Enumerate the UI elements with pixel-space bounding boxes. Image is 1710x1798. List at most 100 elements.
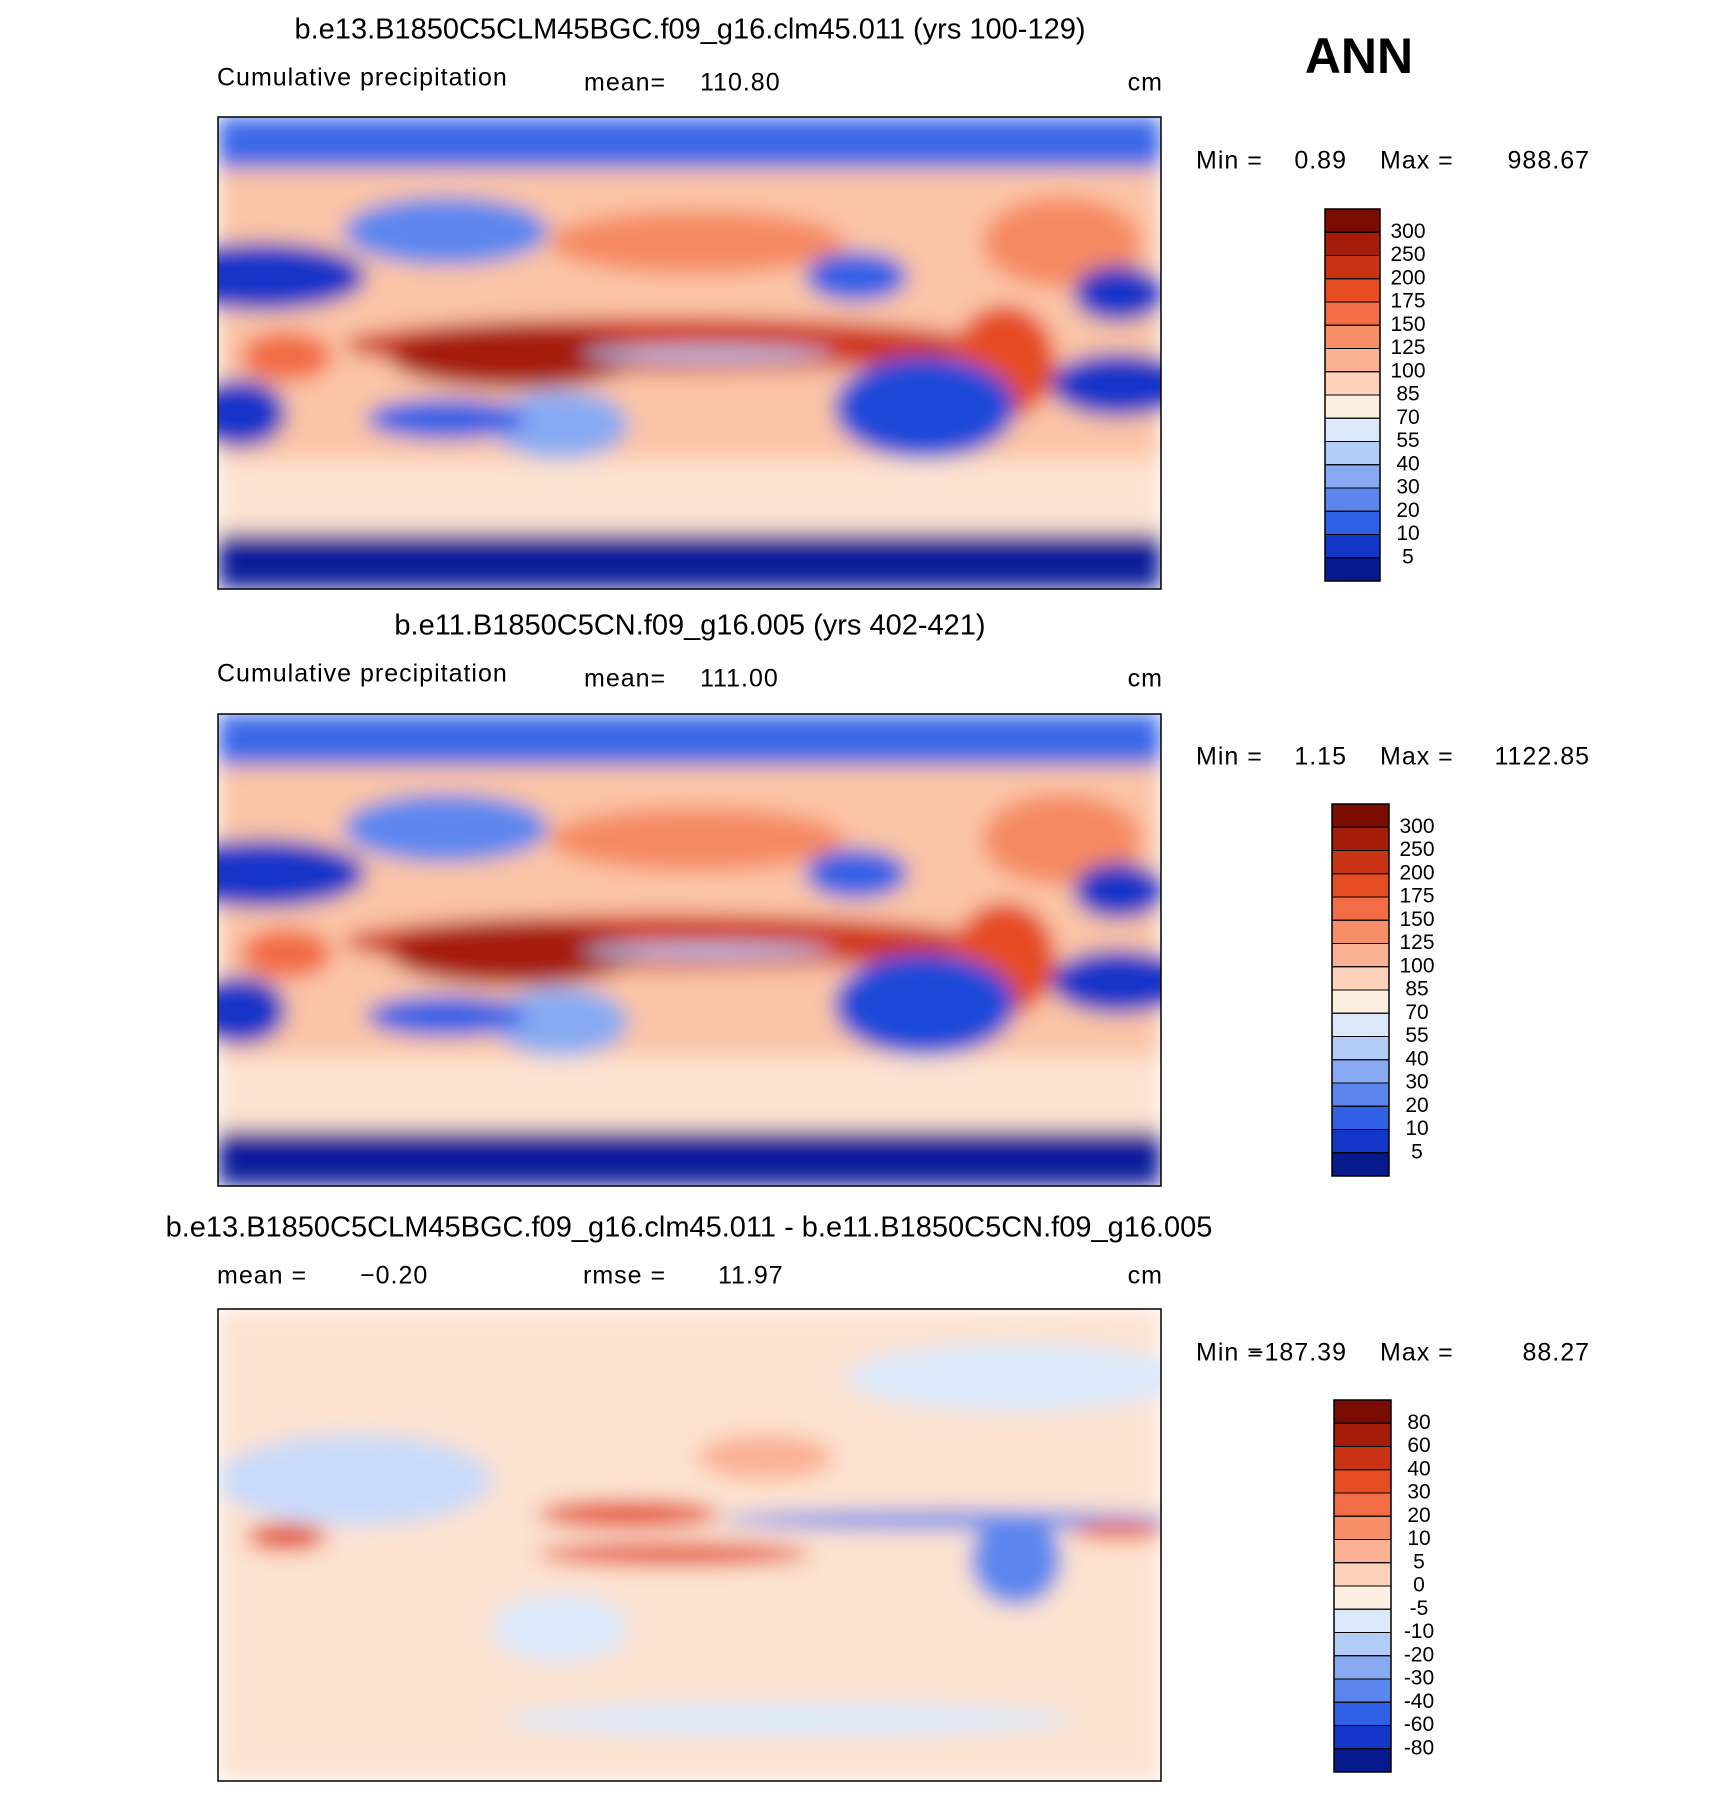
field-patch — [503, 1702, 1074, 1737]
colorbar-swatch — [1331, 826, 1390, 851]
rmse-value: 11.97 — [718, 1262, 784, 1290]
season-title: ANN — [1305, 28, 1413, 84]
colorbar-label: -30 — [1404, 1667, 1434, 1690]
colorbar-swatch — [1331, 850, 1390, 875]
mean-label: mean = — [217, 1262, 307, 1290]
colorbar-swatch — [1333, 1701, 1392, 1726]
field-patch — [537, 1542, 811, 1566]
colorbar-swatch — [1331, 919, 1390, 944]
colorbar-label: 200 — [1390, 266, 1425, 289]
colorbar-label: 30 — [1396, 476, 1419, 499]
field-patch — [491, 390, 629, 460]
colorbar-swatch — [1331, 1036, 1390, 1061]
colorbar-label: 70 — [1396, 406, 1419, 429]
colorbar-swatch — [1331, 1012, 1390, 1037]
field-patch — [389, 324, 640, 389]
colorbar-frame — [1324, 208, 1381, 582]
colorbar-swatch — [1331, 1059, 1390, 1084]
colorbar-swatch — [1331, 1105, 1390, 1130]
colorbar-swatch — [1331, 943, 1390, 968]
colorbar-label: 20 — [1407, 1504, 1430, 1527]
field-patch — [218, 1130, 1161, 1186]
map — [218, 714, 1161, 1186]
colorbar-label: 300 — [1390, 220, 1425, 243]
map-frame — [217, 116, 1162, 590]
colorbar-swatch — [1333, 1399, 1392, 1424]
colorbar-swatch — [1324, 348, 1381, 373]
units: cm — [1128, 1262, 1163, 1290]
colorbar-label: 30 — [1405, 1071, 1428, 1094]
field-patch — [582, 347, 834, 361]
min-label: Min = — [1196, 147, 1263, 175]
field-patch — [218, 976, 287, 1045]
field-patch — [240, 928, 333, 979]
max-label: Max = — [1380, 147, 1454, 175]
max-label: Max = — [1380, 1339, 1454, 1367]
field-patch — [218, 533, 1161, 589]
mean-value: −0.20 — [360, 1262, 428, 1290]
field-patch — [970, 1514, 1062, 1606]
colorbar-label: 80 — [1407, 1411, 1430, 1434]
units: cm — [1128, 69, 1163, 97]
colorbar-label: 55 — [1405, 1024, 1428, 1047]
field-patch — [491, 987, 629, 1057]
max-value: 1122.85 — [1494, 743, 1590, 771]
colorbar-label: 40 — [1405, 1047, 1428, 1070]
max-label: Max = — [1380, 743, 1454, 771]
colorbar-label: 150 — [1399, 908, 1434, 931]
colorbar-swatch — [1331, 896, 1390, 921]
colorbar-swatch — [1324, 231, 1381, 256]
map-field — [218, 117, 1161, 589]
variable-label: Cumulative precipitation — [217, 64, 508, 92]
panel-title: b.e13.B1850C5CLM45BGC.f09_g16.clm45.011 … — [295, 14, 1086, 46]
colorbar-swatch — [1324, 324, 1381, 349]
field-patch — [218, 117, 1161, 169]
colorbar-swatch — [1324, 487, 1381, 512]
colorbar-label: -5 — [1410, 1597, 1429, 1620]
units: cm — [1128, 665, 1163, 693]
field-patch — [1050, 353, 1161, 417]
field-patch — [218, 1434, 492, 1526]
colorbar-swatch — [1331, 803, 1390, 828]
field-patch — [981, 793, 1142, 886]
colorbar-swatch — [1324, 208, 1381, 233]
colorbar-swatch — [1333, 1446, 1392, 1471]
colorbar-swatch — [1331, 989, 1390, 1014]
colorbar-swatch — [1324, 534, 1381, 559]
field-patch — [218, 714, 1161, 766]
colorbar-label: -20 — [1404, 1643, 1434, 1666]
colorbar-label: 125 — [1399, 931, 1434, 954]
field-patch — [548, 210, 846, 275]
max-value: 88.27 — [1522, 1339, 1590, 1367]
field-patch — [218, 379, 287, 448]
field-patch — [696, 1434, 834, 1481]
field-patch — [845, 1343, 1161, 1412]
field-patch — [719, 1510, 1161, 1530]
colorbar-swatch — [1331, 1082, 1390, 1107]
colorbar-swatch — [1324, 278, 1381, 303]
field-patch — [833, 953, 1017, 1057]
colorbar-label: 10 — [1405, 1117, 1428, 1140]
colorbar-swatch — [1324, 255, 1381, 280]
colorbar-label: 250 — [1390, 243, 1425, 266]
field-patch — [218, 242, 367, 311]
colorbar-swatch — [1324, 394, 1381, 419]
field-patch — [343, 196, 549, 266]
field-patch — [833, 356, 1017, 460]
panel-title: b.e13.B1850C5CLM45BGC.f09_g16.clm45.011 … — [166, 1212, 1213, 1244]
colorbar-swatch — [1333, 1422, 1392, 1447]
field-patch — [1073, 1522, 1161, 1541]
field-patch — [218, 459, 1161, 534]
mean-label: mean= — [584, 665, 666, 693]
min-value: 0.89 — [1294, 147, 1347, 175]
colorbar-label: 200 — [1399, 861, 1434, 884]
field-patch — [366, 995, 526, 1037]
colorbar-label: 5 — [1402, 545, 1414, 568]
colorbar-swatch — [1324, 510, 1381, 535]
colorbar-label: 10 — [1396, 522, 1419, 545]
colorbar-swatch — [1324, 464, 1381, 489]
rmse-label: rmse = — [583, 1262, 666, 1290]
field-patch — [981, 196, 1142, 289]
min-value: 1.15 — [1294, 743, 1347, 771]
